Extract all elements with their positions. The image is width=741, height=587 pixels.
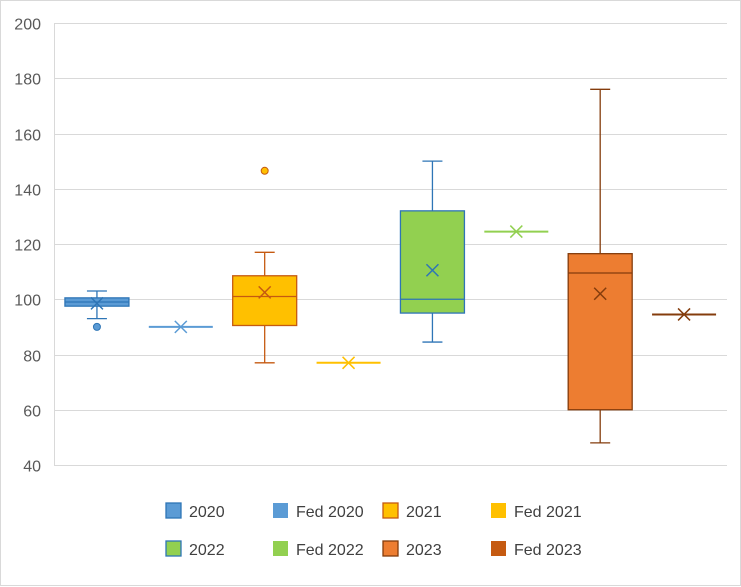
mean-marker — [425, 263, 439, 277]
y-axis: 40 60 80 100 120 140 160 180 200 — [14, 17, 55, 476]
mean-marker — [593, 287, 607, 301]
box-iqr — [567, 253, 633, 411]
series-2023 — [567, 88, 633, 444]
value-marker — [342, 356, 356, 370]
legend: 2020 Fed 2020 2021 Fed 2021 2022 Fed 2022 2023… — [165, 502, 582, 559]
value-marker — [677, 307, 691, 321]
legend-item-2020: 2020 — [165, 502, 225, 521]
legend-swatch — [273, 503, 288, 518]
y-tick-label: 80 — [23, 349, 41, 366]
legend-swatch — [165, 540, 182, 557]
legend-item-fed-2021: Fed 2021 — [491, 503, 582, 521]
y-tick-label: 40 — [23, 459, 41, 476]
mean-marker — [90, 296, 104, 310]
box-iqr — [232, 275, 298, 327]
y-tick-label: 100 — [14, 293, 41, 310]
legend-item-fed-2023: Fed 2023 — [491, 541, 582, 559]
plot-area — [64, 88, 717, 444]
legend-label: Fed 2023 — [514, 542, 582, 559]
legend-label: Fed 2022 — [296, 542, 364, 559]
outlier-point — [92, 322, 101, 331]
series-2021 — [232, 166, 298, 364]
legend-swatch — [273, 541, 288, 556]
y-tick-label: 140 — [14, 183, 41, 200]
series-2020 — [64, 290, 130, 331]
series-fed-2023 — [652, 307, 717, 321]
value-marker — [174, 320, 188, 334]
legend-label: 2021 — [406, 504, 442, 521]
value-marker — [509, 225, 523, 239]
legend-item-2022: 2022 — [165, 540, 225, 559]
legend-swatch — [165, 502, 182, 519]
legend-item-2023: 2023 — [382, 540, 442, 559]
series-2022 — [399, 160, 466, 343]
series-fed-2022 — [484, 225, 549, 239]
legend-label: Fed 2020 — [296, 504, 364, 521]
legend-label: Fed 2021 — [514, 504, 582, 521]
series-fed-2020 — [148, 320, 213, 334]
legend-label: 2020 — [189, 504, 225, 521]
y-tick-label: 60 — [23, 404, 41, 421]
legend-swatch — [491, 541, 506, 556]
box-iqr — [399, 210, 466, 314]
legend-item-fed-2020: Fed 2020 — [273, 503, 364, 521]
y-tick-label: 160 — [14, 128, 41, 145]
y-tick-label: 200 — [14, 17, 41, 34]
gridlines — [54, 23, 727, 466]
y-tick-label: 180 — [14, 72, 41, 89]
legend-swatch — [382, 502, 399, 519]
legend-swatch — [491, 503, 506, 518]
legend-label: 2022 — [189, 542, 225, 559]
y-tick-label: 120 — [14, 238, 41, 255]
mean-marker — [258, 285, 272, 299]
outlier-point — [260, 166, 269, 175]
legend-swatch — [382, 540, 399, 557]
legend-label: 2023 — [406, 542, 442, 559]
legend-item-2021: 2021 — [382, 502, 442, 521]
legend-item-fed-2022: Fed 2022 — [273, 541, 364, 559]
series-fed-2021 — [316, 356, 381, 370]
